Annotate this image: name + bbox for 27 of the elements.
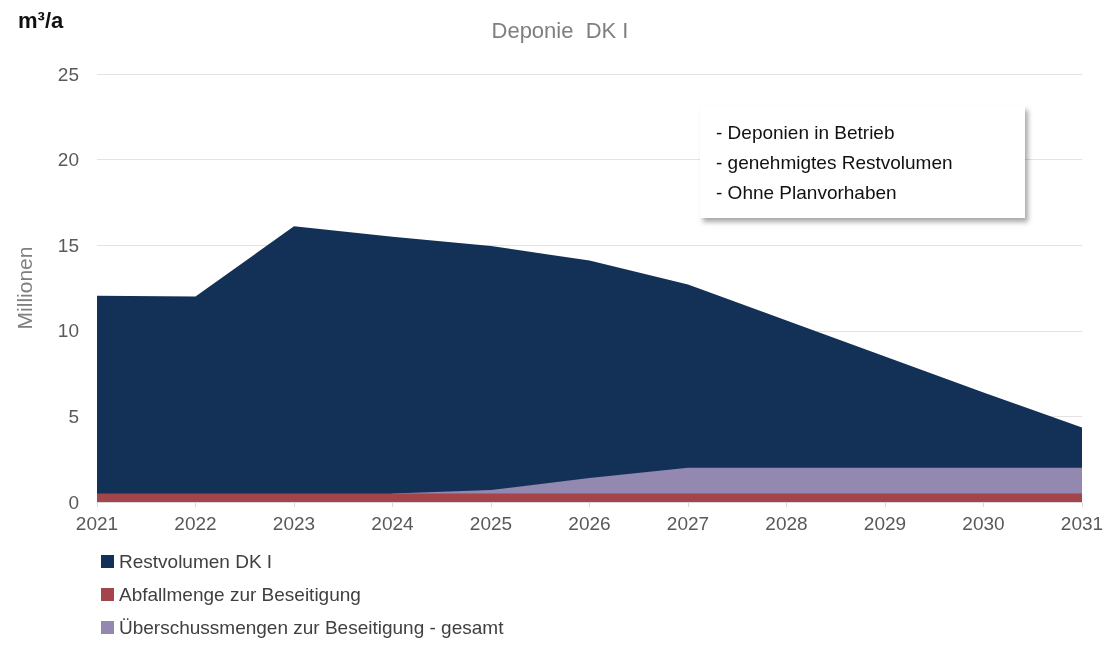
y-tick-label: 10 [57, 320, 79, 342]
x-tick-label: 2021 [75, 513, 119, 534]
x-tick-label: 2023 [272, 513, 316, 534]
x-tick-label: 2029 [863, 513, 907, 534]
y-tick-label: 20 [57, 149, 79, 171]
chart-title: Deponie DK I [491, 17, 629, 43]
note-box: - Deponien in Betrieb - genehmigtes Restvolumen - Ohne Planvorhaben [700, 106, 1025, 218]
x-tick-label: 2026 [568, 513, 611, 534]
y-tick-label: 15 [57, 234, 79, 256]
y-tick-label: 5 [68, 405, 79, 427]
x-tick-label: 2030 [962, 513, 1005, 534]
text: m³/a [18, 8, 64, 34]
y-tick-label: 25 [57, 63, 79, 85]
legend-label: Überschussmengen zur Beseitigung - gesamt [119, 617, 505, 638]
annotation: - Deponien in Betrieb [716, 121, 896, 145]
x-tick-label: 2031 [1060, 513, 1104, 534]
x-tick-label: 2027 [666, 513, 710, 534]
x-tick-label: 2022 [174, 513, 217, 534]
annotation: - Ohne Planvorhaben [716, 181, 898, 205]
y-tick-label: 0 [68, 491, 79, 513]
y-axis-title: Millionen [13, 246, 36, 330]
legend-label: Restvolumen DK I [119, 551, 273, 572]
x-tick-label: 2028 [765, 513, 808, 534]
legend-label: Abfallmenge zur Beseitigung [119, 584, 361, 605]
x-tick-label: 2024 [371, 513, 415, 534]
x-tick-label: 2025 [469, 513, 513, 534]
annotation: - genehmigtes Restvolumen [716, 151, 954, 175]
